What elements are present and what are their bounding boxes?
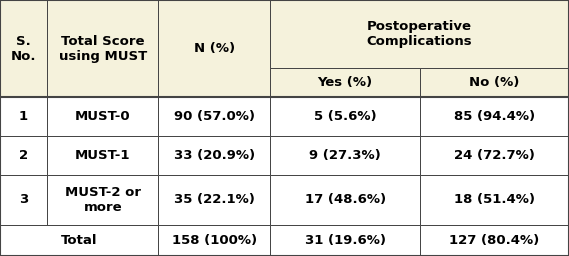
Bar — [270, 175, 420, 225]
Text: Total: Total — [61, 234, 97, 247]
Bar — [47, 175, 158, 225]
Text: 1: 1 — [19, 110, 28, 123]
Text: 85 (94.4%): 85 (94.4%) — [454, 110, 535, 123]
Text: 158 (100%): 158 (100%) — [172, 234, 257, 247]
Bar — [420, 68, 569, 97]
Bar — [270, 225, 420, 256]
Text: 17 (48.6%): 17 (48.6%) — [304, 193, 386, 206]
Text: S.
No.: S. No. — [11, 35, 36, 63]
Text: MUST-0: MUST-0 — [75, 110, 130, 123]
Bar — [270, 97, 420, 136]
Text: No (%): No (%) — [469, 76, 519, 89]
Bar — [270, 0, 569, 68]
Text: Total Score
using MUST: Total Score using MUST — [59, 35, 147, 63]
Bar — [0, 0, 47, 97]
Bar — [47, 136, 158, 175]
Text: N (%): N (%) — [193, 42, 235, 55]
Bar — [420, 225, 569, 256]
Bar — [47, 0, 158, 97]
Text: 33 (20.9%): 33 (20.9%) — [174, 149, 255, 162]
Bar — [0, 175, 47, 225]
Text: 127 (80.4%): 127 (80.4%) — [450, 234, 539, 247]
Bar — [158, 136, 270, 175]
Text: 2: 2 — [19, 149, 28, 162]
Text: 18 (51.4%): 18 (51.4%) — [454, 193, 535, 206]
Bar — [270, 136, 420, 175]
Bar — [0, 225, 158, 256]
Bar — [0, 136, 47, 175]
Text: 3: 3 — [19, 193, 28, 206]
Bar — [0, 97, 47, 136]
Bar — [158, 97, 270, 136]
Text: MUST-2 or
more: MUST-2 or more — [65, 186, 141, 214]
Text: MUST-1: MUST-1 — [75, 149, 130, 162]
Bar — [420, 175, 569, 225]
Text: 31 (19.6%): 31 (19.6%) — [304, 234, 386, 247]
Bar — [420, 136, 569, 175]
Text: 5 (5.6%): 5 (5.6%) — [314, 110, 377, 123]
Bar — [158, 225, 270, 256]
Bar — [270, 68, 420, 97]
Text: 24 (72.7%): 24 (72.7%) — [454, 149, 535, 162]
Bar — [158, 175, 270, 225]
Text: Postoperative
Complications: Postoperative Complications — [367, 20, 472, 48]
Bar — [420, 97, 569, 136]
Text: 35 (22.1%): 35 (22.1%) — [174, 193, 255, 206]
Text: 90 (57.0%): 90 (57.0%) — [174, 110, 255, 123]
Bar — [47, 97, 158, 136]
Text: Yes (%): Yes (%) — [318, 76, 373, 89]
Bar — [158, 0, 270, 97]
Text: 9 (27.3%): 9 (27.3%) — [309, 149, 381, 162]
